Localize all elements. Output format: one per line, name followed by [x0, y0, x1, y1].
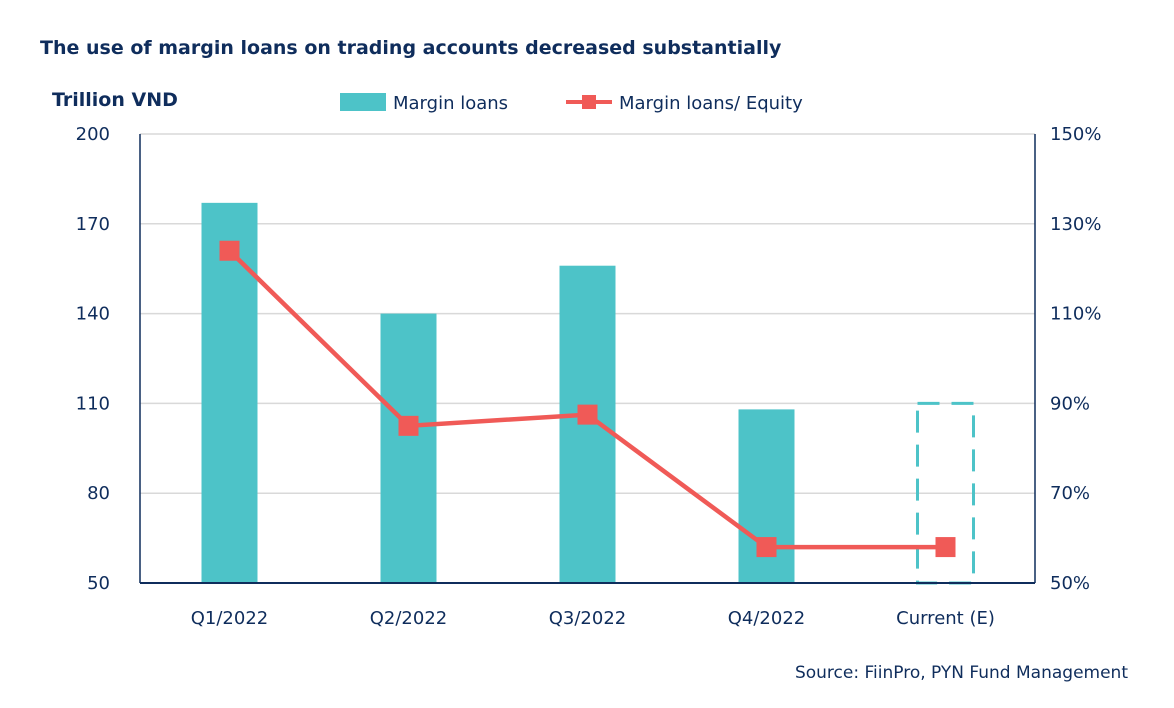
category-label: Q1/2022	[191, 608, 269, 629]
left-tick-label: 140	[76, 304, 110, 325]
legend-swatch-bar	[340, 93, 386, 111]
right-tick-label: 70%	[1050, 483, 1090, 504]
right-tick-label: 90%	[1050, 393, 1090, 414]
category-label: Q2/2022	[370, 608, 448, 629]
bar-estimated	[916, 401, 975, 585]
left-tick-label: 50	[87, 573, 110, 594]
left-tick-label: 200	[76, 124, 110, 145]
source-note: Source: FiinPro, PYN Fund Management	[795, 663, 1128, 683]
right-tick-label: 110%	[1050, 304, 1101, 325]
legend-label-line: Margin loans/ Equity	[619, 93, 803, 114]
right-tick-label: 130%	[1050, 214, 1101, 235]
line-marker	[935, 537, 956, 558]
bar	[380, 313, 437, 583]
legend: Margin loans Margin loans/ Equity	[340, 93, 803, 114]
category-label: Q4/2022	[728, 608, 806, 629]
chart-title: The use of margin loans on trading accou…	[40, 37, 782, 59]
left-axis-unit: Trillion VND	[52, 89, 178, 111]
left-tick-label: 110	[76, 393, 110, 414]
left-tick-label: 80	[87, 483, 110, 504]
right-tick-label: 50%	[1050, 573, 1090, 594]
line-marker	[398, 415, 419, 436]
category-label: Q3/2022	[549, 608, 627, 629]
left-tick-label: 170	[76, 214, 110, 235]
line-marker	[219, 240, 240, 261]
legend-marker	[582, 95, 596, 109]
category-label: Current (E)	[896, 608, 995, 629]
legend-label-bar: Margin loans	[393, 93, 508, 114]
right-tick-label: 150%	[1050, 124, 1101, 145]
line-marker	[756, 537, 777, 558]
line-marker	[577, 404, 598, 425]
